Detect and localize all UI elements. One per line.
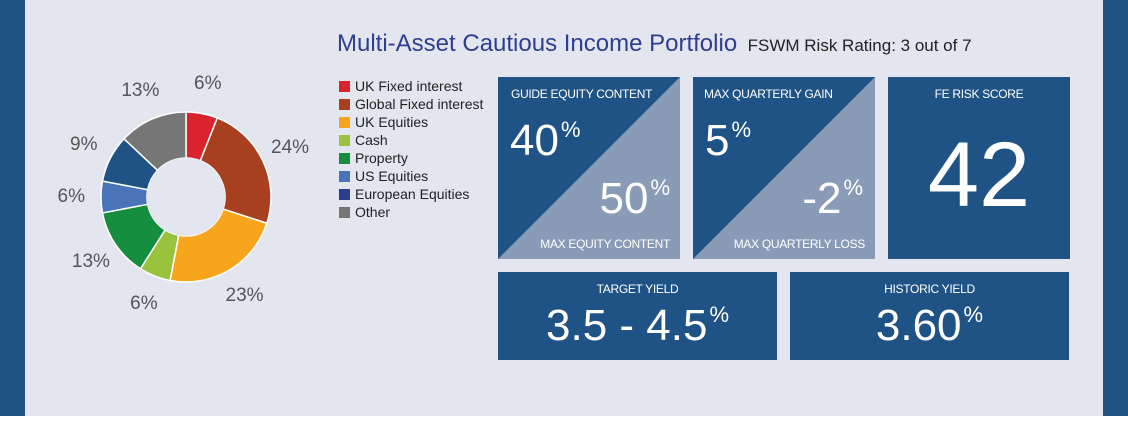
slice-percent-label: 13% — [121, 80, 160, 102]
legend-swatch — [339, 81, 350, 92]
left-accent-bar — [0, 0, 25, 416]
tile-diagonal-shade — [693, 77, 875, 259]
max-gain-label: MAX QUARTERLY GAIN — [704, 87, 833, 101]
legend-label: US Equities — [355, 168, 429, 184]
risk-rating: FSWM Risk Rating: 3 out of 7 — [747, 36, 972, 55]
slice-percent-label: 6% — [57, 186, 85, 207]
slice-percent-label: 6% — [194, 73, 222, 95]
fe-risk-value: 42 — [927, 124, 1031, 226]
chart-legend: UK Fixed interest Global Fixed interest UK… — [339, 77, 489, 221]
max-loss-value: -2% — [802, 174, 863, 223]
max-gain-value: 5% — [705, 116, 752, 165]
tile-diagonal-shade — [498, 77, 680, 259]
legend-item: UK Fixed interest — [339, 77, 489, 95]
legend-label: Property — [355, 150, 408, 166]
max-equity-value: 50% — [599, 174, 670, 223]
legend-label: Other — [355, 204, 391, 220]
guide-equity-tile: GUIDE EQUITY CONTENT 40% 50% MAX EQUITY … — [498, 77, 680, 259]
legend-label: UK Equities — [355, 114, 429, 130]
historic-yield-tile: HISTORIC YIELD 3.60% — [790, 272, 1069, 360]
legend-swatch — [339, 171, 350, 182]
target-yield-tile: TARGET YIELD 3.5 - 4.5% — [498, 272, 777, 360]
target-yield-value: 3.5 - 4.5% — [546, 301, 729, 350]
guide-equity-value: 40% — [510, 116, 581, 165]
slice-percent-label: 23% — [225, 284, 264, 306]
portfolio-title: Multi-Asset Cautious Income Portfolio — [337, 30, 738, 57]
legend-label: Cash — [355, 132, 388, 148]
legend-swatch — [339, 207, 350, 218]
fe-risk-label: FE RISK SCORE — [934, 87, 1024, 101]
quarterly-gain-loss-tile: MAX QUARTERLY GAIN 5% -2% MAX QUARTERLY … — [693, 77, 875, 259]
target-yield-label: TARGET YIELD — [596, 282, 679, 296]
legend-item: Global Fixed interest — [339, 95, 489, 113]
historic-yield-label: HISTORIC YIELD — [884, 282, 975, 296]
legend-label: European Equities — [355, 186, 470, 202]
right-accent-bar — [1103, 0, 1128, 416]
historic-yield-value: 3.60% — [875, 301, 984, 350]
legend-swatch — [339, 117, 350, 128]
legend-label: UK Fixed interest — [355, 78, 463, 94]
page-title: Multi-Asset Cautious Income Portfolio FS… — [337, 30, 972, 58]
max-equity-label: MAX EQUITY CONTENT — [540, 237, 670, 251]
legend-item: US Equities — [339, 167, 489, 185]
slice-percent-label: 6% — [130, 292, 158, 314]
legend-swatch — [339, 135, 350, 146]
legend-swatch — [339, 189, 350, 200]
fe-risk-score-tile: FE RISK SCORE 42 — [888, 77, 1070, 259]
max-loss-label: MAX QUARTERLY LOSS — [733, 237, 866, 251]
legend-item: UK Equities — [339, 113, 489, 131]
guide-equity-label: GUIDE EQUITY CONTENT — [511, 87, 653, 101]
legend-label: Global Fixed interest — [355, 96, 484, 112]
legend-item: Other — [339, 203, 489, 221]
legend-swatch — [339, 153, 350, 164]
slice-percent-label: 9% — [70, 133, 98, 155]
legend-swatch — [339, 99, 350, 110]
slice-percent-label: 13% — [71, 250, 110, 272]
legend-item: European Equities — [339, 185, 489, 203]
legend-item: Cash — [339, 131, 489, 149]
donut-hole — [147, 158, 225, 236]
allocation-donut-chart — [100, 111, 272, 283]
slice-percent-label: 24% — [271, 137, 310, 159]
legend-item: Property — [339, 149, 489, 167]
